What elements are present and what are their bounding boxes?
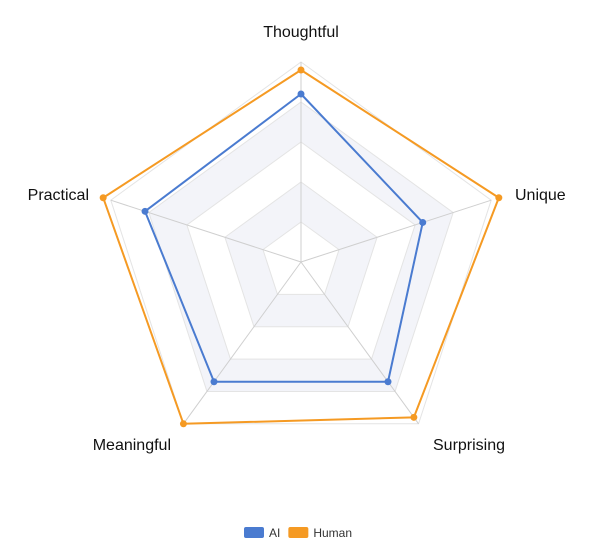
axis-label-thoughtful: Thoughtful <box>263 24 339 41</box>
point-ai-thoughtful[interactable] <box>297 90 305 98</box>
point-ai-surprising[interactable] <box>384 378 392 386</box>
point-human-practical[interactable] <box>99 194 107 202</box>
legend-item-human[interactable]: Human <box>288 526 352 540</box>
radar-series <box>99 66 503 428</box>
spoke-unique <box>300 199 492 263</box>
legend-swatch-human <box>288 527 309 538</box>
point-human-meaningful[interactable] <box>179 420 187 428</box>
legend[interactable]: AI Human <box>244 526 352 540</box>
legend-item-ai[interactable]: AI <box>244 526 280 540</box>
axis-labels: Thoughtful Unique Surprising Meaningful Prac… <box>28 24 566 454</box>
point-ai-unique[interactable] <box>419 218 427 226</box>
point-human-surprising[interactable] <box>410 413 418 421</box>
point-human-unique[interactable] <box>495 194 503 202</box>
legend-label-ai: AI <box>269 526 280 540</box>
axis-label-unique: Unique <box>515 187 566 204</box>
series-line-human <box>102 69 500 425</box>
spoke-surprising <box>300 261 419 425</box>
axis-label-meaningful: Meaningful <box>93 437 171 454</box>
point-ai-meaningful[interactable] <box>210 378 218 386</box>
legend-label-human: Human <box>313 526 352 540</box>
axis-label-practical: Practical <box>28 187 89 204</box>
axis-label-surprising: Surprising <box>433 437 505 454</box>
legend-swatch-ai <box>244 527 264 538</box>
spoke-meaningful <box>183 261 302 425</box>
point-ai-practical[interactable] <box>141 207 149 215</box>
point-human-thoughtful[interactable] <box>297 66 305 74</box>
series-line-ai <box>144 93 424 383</box>
